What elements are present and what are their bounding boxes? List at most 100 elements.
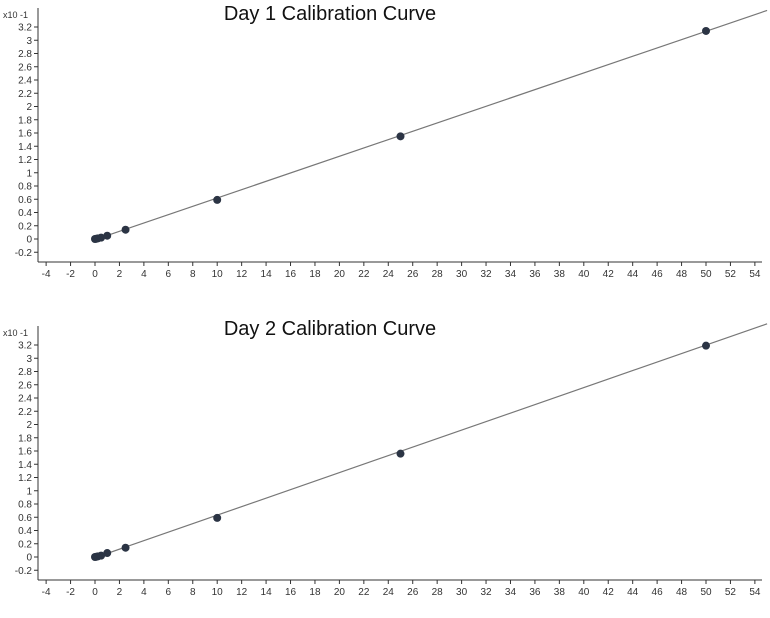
x-tick-label: 2 — [117, 587, 123, 598]
y-tick-label: 1.4 — [18, 460, 32, 471]
y-multiplier-label: x10 -1 — [3, 328, 29, 338]
y-tick-label: 0.2 — [18, 221, 32, 232]
x-tick-label: 42 — [603, 587, 615, 598]
x-tick-label: 16 — [285, 269, 297, 280]
x-tick-label: 50 — [700, 269, 712, 280]
calibration-chart-day-1: -0.2 0 0.2 0.4 0.6 0.8 1 1.2 1.4 1.6 1.8 2 2.2 2.4 2.6… — [0, 0, 770, 300]
x-tick-label: -4 — [42, 587, 51, 598]
y-tick-label: -0.2 — [15, 248, 33, 259]
x-tick-label: 34 — [505, 587, 517, 598]
x-tick-label: 22 — [358, 587, 370, 598]
x-tick-label: 18 — [309, 587, 321, 598]
y-tick-label: 2.6 — [18, 62, 32, 73]
y-tick-label: 3 — [26, 36, 32, 47]
y-tick-label: 0.2 — [18, 539, 32, 550]
x-tick-label: 38 — [554, 269, 566, 280]
x-tick-label: 28 — [432, 269, 444, 280]
fit-line — [94, 9, 768, 241]
chart-plot-area: -0.2 0 0.2 0.4 0.6 0.8 1 1.2 1.4 1.6 1.8 2 2.2 2.4 2.6… — [15, 8, 768, 280]
x-tick-label: 0 — [92, 587, 98, 598]
x-tick-label: 20 — [334, 587, 346, 598]
x-tick-label: 22 — [358, 269, 370, 280]
y-tick-label: 2.6 — [18, 380, 32, 391]
x-tick-label: -2 — [66, 587, 75, 598]
x-tick-label: 14 — [261, 587, 273, 598]
x-tick-label: 10 — [212, 587, 224, 598]
x-tick-label: 20 — [334, 269, 346, 280]
y-tick-label: 2.4 — [18, 394, 32, 405]
x-tick-label: 14 — [261, 269, 273, 280]
x-tick-label: 38 — [554, 587, 566, 598]
x-tick-label: 32 — [480, 587, 492, 598]
x-tick-label: 26 — [407, 587, 419, 598]
data-point — [702, 341, 710, 350]
x-tick-label: 52 — [725, 269, 737, 280]
y-tick-label: 0.8 — [18, 500, 32, 511]
x-tick-label: 44 — [627, 269, 639, 280]
x-tick-label: 40 — [578, 269, 590, 280]
x-tick-label: 48 — [676, 587, 688, 598]
x-tick-label: 48 — [676, 269, 688, 280]
x-tick-label: 24 — [383, 269, 395, 280]
x-tick-label: 50 — [700, 587, 712, 598]
y-tick-label: 2.2 — [18, 407, 32, 418]
x-tick-label: 6 — [166, 587, 172, 598]
x-tick-label: 4 — [141, 587, 147, 598]
y-tick-label: 3 — [26, 354, 32, 365]
data-point — [97, 551, 106, 560]
x-tick-label: 12 — [236, 269, 248, 280]
y-tick-label: 1.4 — [18, 142, 32, 153]
data-point — [121, 225, 130, 234]
y-tick-label: 2.4 — [18, 76, 32, 87]
y-tick-label: -0.2 — [15, 566, 33, 577]
x-tick-label: 6 — [166, 269, 172, 280]
x-tick-label: -2 — [66, 269, 75, 280]
y-tick-label: 1 — [26, 486, 32, 497]
x-tick-label: 24 — [383, 587, 395, 598]
data-point — [396, 449, 405, 458]
y-tick-label: 0 — [26, 553, 32, 564]
y-tick-label: 1 — [26, 168, 32, 179]
x-tick-label: 52 — [725, 587, 737, 598]
data-point — [213, 195, 222, 204]
fit-line — [94, 323, 768, 559]
x-tick-label: 42 — [603, 269, 615, 280]
y-tick-label: 0.6 — [18, 195, 32, 206]
x-tick-label: 46 — [652, 587, 664, 598]
chart-plot-area: -0.2 0 0.2 0.4 0.6 0.8 1 1.2 1.4 1.6 1.8 2 2.2 2.4 2.6… — [15, 323, 768, 598]
y-tick-label: 3.2 — [18, 341, 32, 352]
x-tick-label: 28 — [432, 587, 444, 598]
calibration-chart-day-2: -0.2 0 0.2 0.4 0.6 0.8 1 1.2 1.4 1.6 1.8 2 2.2 2.4 2.6… — [0, 318, 770, 618]
x-tick-label: 36 — [529, 269, 541, 280]
x-tick-label: 54 — [749, 269, 761, 280]
x-tick-label: 46 — [652, 269, 664, 280]
x-tick-label: 54 — [749, 587, 761, 598]
x-tick-label: 34 — [505, 269, 517, 280]
y-tick-label: 2 — [26, 420, 32, 431]
chart-title: Day 1 Calibration Curve — [223, 3, 437, 25]
x-tick-label: 16 — [285, 587, 297, 598]
chart-title: Day 2 Calibration Curve — [223, 318, 437, 340]
y-tick-label: 2.8 — [18, 367, 32, 378]
x-tick-label: 2 — [117, 269, 123, 280]
y-tick-label: 1.6 — [18, 129, 32, 140]
x-tick-label: 12 — [236, 587, 248, 598]
x-tick-label: 18 — [309, 269, 321, 280]
y-tick-label: 2 — [26, 102, 32, 113]
x-tick-label: 30 — [456, 587, 468, 598]
y-tick-label: 1.8 — [18, 115, 32, 126]
x-tick-label: 40 — [578, 587, 590, 598]
x-tick-label: 32 — [480, 269, 492, 280]
data-point — [97, 233, 106, 242]
y-tick-label: 0.4 — [18, 208, 32, 219]
data-point — [121, 543, 130, 552]
y-tick-label: 1.8 — [18, 433, 32, 444]
data-point — [213, 513, 222, 522]
x-tick-label: 30 — [456, 269, 468, 280]
x-tick-label: 10 — [212, 269, 224, 280]
y-tick-label: 0 — [26, 235, 32, 246]
x-tick-label: -4 — [42, 269, 51, 280]
x-tick-label: 8 — [190, 269, 196, 280]
y-tick-label: 0.4 — [18, 526, 32, 537]
x-tick-label: 36 — [529, 587, 541, 598]
